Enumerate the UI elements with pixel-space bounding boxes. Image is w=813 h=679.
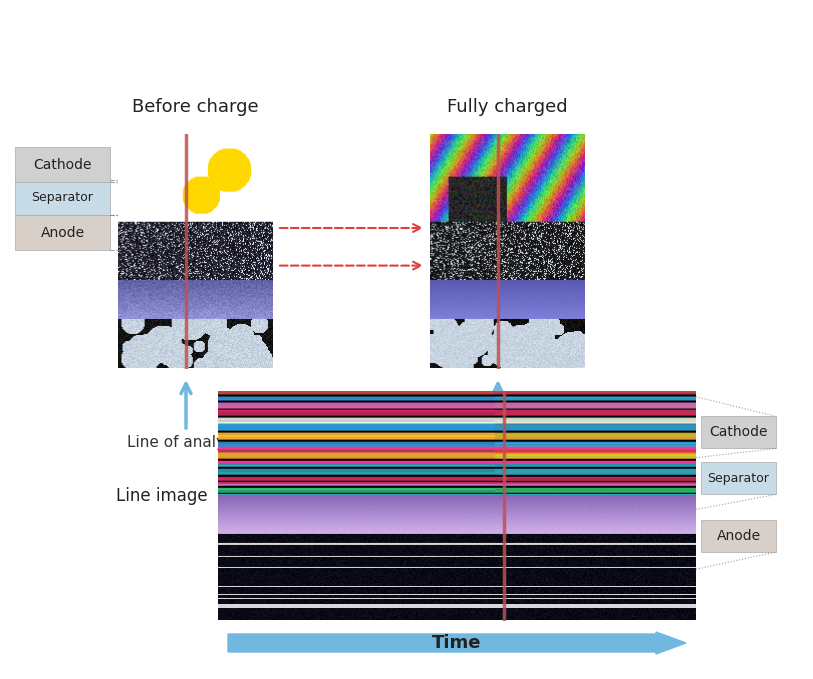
FancyBboxPatch shape [15, 180, 110, 215]
Text: Anode: Anode [716, 529, 761, 543]
Text: Separator: Separator [707, 472, 769, 485]
Text: Line of analysis: Line of analysis [127, 435, 246, 450]
Text: Before charge: Before charge [133, 98, 259, 116]
FancyBboxPatch shape [15, 147, 110, 182]
Text: Line image: Line image [116, 487, 208, 505]
Text: Separator: Separator [32, 191, 93, 204]
Text: Cathode: Cathode [709, 426, 767, 439]
FancyBboxPatch shape [15, 215, 110, 250]
Text: Line of analysis: Line of analysis [439, 435, 557, 450]
FancyBboxPatch shape [701, 416, 776, 448]
Text: Cathode: Cathode [33, 158, 92, 172]
Text: Time: Time [433, 634, 482, 652]
FancyBboxPatch shape [701, 520, 776, 552]
Text: Fully charged: Fully charged [447, 98, 567, 116]
Text: Anode: Anode [41, 225, 85, 240]
FancyArrow shape [228, 632, 686, 654]
FancyBboxPatch shape [701, 462, 776, 494]
